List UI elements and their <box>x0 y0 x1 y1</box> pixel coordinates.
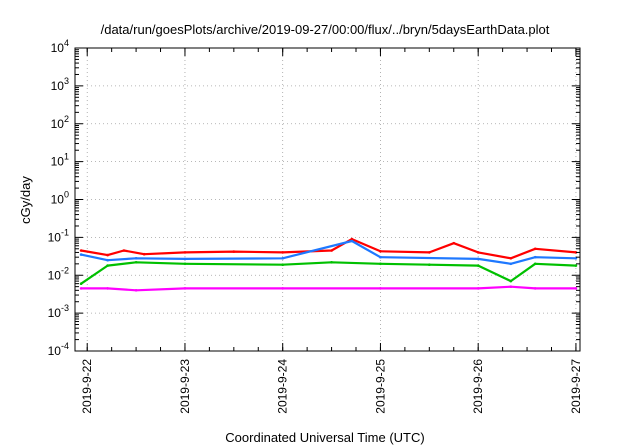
data-point <box>379 287 382 290</box>
data-point <box>106 253 109 257</box>
x-tick-label: 2019-9-26 <box>471 359 485 414</box>
y-tick-label: 102 <box>51 114 69 131</box>
data-point <box>428 251 431 254</box>
data-point <box>476 251 480 254</box>
data-point <box>106 287 109 290</box>
y-tick-label: 100 <box>51 190 69 207</box>
data-point <box>533 262 537 266</box>
data-point <box>134 257 138 260</box>
data-point <box>476 287 480 290</box>
data-point <box>350 239 354 243</box>
grid <box>75 48 580 351</box>
data-point <box>183 287 187 290</box>
data-point <box>379 250 382 253</box>
x-tick-label: 2019-9-23 <box>178 359 192 414</box>
data-point <box>509 285 513 289</box>
y-tick-label: 103 <box>51 76 69 93</box>
data-point <box>379 255 382 259</box>
axis-ticks <box>75 47 580 352</box>
data-point <box>134 261 138 264</box>
data-point <box>452 241 456 245</box>
data-point <box>183 262 187 266</box>
x-tick-label: 2019-9-22 <box>80 359 94 414</box>
data-point <box>533 255 537 259</box>
x-tick-label: 2019-9-24 <box>276 359 290 414</box>
data-point <box>533 247 537 251</box>
y-tick-label: 104 <box>51 38 69 55</box>
series-line-0 <box>80 238 576 260</box>
data-point <box>281 251 285 254</box>
y-axis-tick-labels: 10-4 10-3 10-2 10-1 100 101 102 103 104 <box>48 38 69 358</box>
chart-title: /data/run/goesPlots/archive/2019-09-27/0… <box>101 22 550 37</box>
data-point <box>79 253 83 256</box>
data-point <box>350 237 354 241</box>
plot-area <box>79 237 578 292</box>
data-point <box>122 249 126 252</box>
data-point <box>106 264 109 267</box>
data-point <box>476 264 480 267</box>
data-point <box>183 251 187 254</box>
data-point <box>330 249 333 252</box>
data-point <box>232 250 236 253</box>
series-line-3 <box>81 285 576 292</box>
x-tick-label: 2019-9-25 <box>373 359 387 414</box>
data-point <box>281 257 285 260</box>
data-point <box>142 252 146 256</box>
data-point <box>330 261 333 264</box>
data-point <box>574 287 578 290</box>
data-point <box>79 249 83 252</box>
data-point <box>476 257 480 261</box>
data-point <box>106 258 109 262</box>
y-tick-label: 10-2 <box>48 265 69 282</box>
y-axis-title: cGy/day <box>18 176 33 224</box>
y-tick-label: 10-3 <box>48 303 69 320</box>
data-point <box>509 262 513 266</box>
data-point <box>574 251 578 254</box>
data-point <box>533 287 537 290</box>
series-line-1 <box>80 261 576 285</box>
data-point <box>281 263 285 267</box>
data-point <box>509 257 513 260</box>
x-axis-tick-labels: 2019-9-22 2019-9-23 2019-9-24 2019-9-25 2019… <box>80 359 583 414</box>
y-tick-label: 101 <box>51 152 69 169</box>
y-tick-label: 10-1 <box>48 227 69 244</box>
data-point <box>574 264 578 267</box>
data-point <box>79 282 83 286</box>
data-point <box>281 287 285 290</box>
data-point <box>379 262 382 266</box>
data-point <box>509 279 513 283</box>
data-point <box>79 287 83 290</box>
data-point <box>428 263 431 267</box>
x-tick-label: 2019-9-27 <box>569 359 583 414</box>
series-line-2 <box>80 239 576 265</box>
y-tick-label: 10-4 <box>48 341 69 358</box>
data-point <box>134 289 138 292</box>
data-point <box>183 257 187 261</box>
x-axis-title: Coordinated Universal Time (UTC) <box>225 430 424 445</box>
